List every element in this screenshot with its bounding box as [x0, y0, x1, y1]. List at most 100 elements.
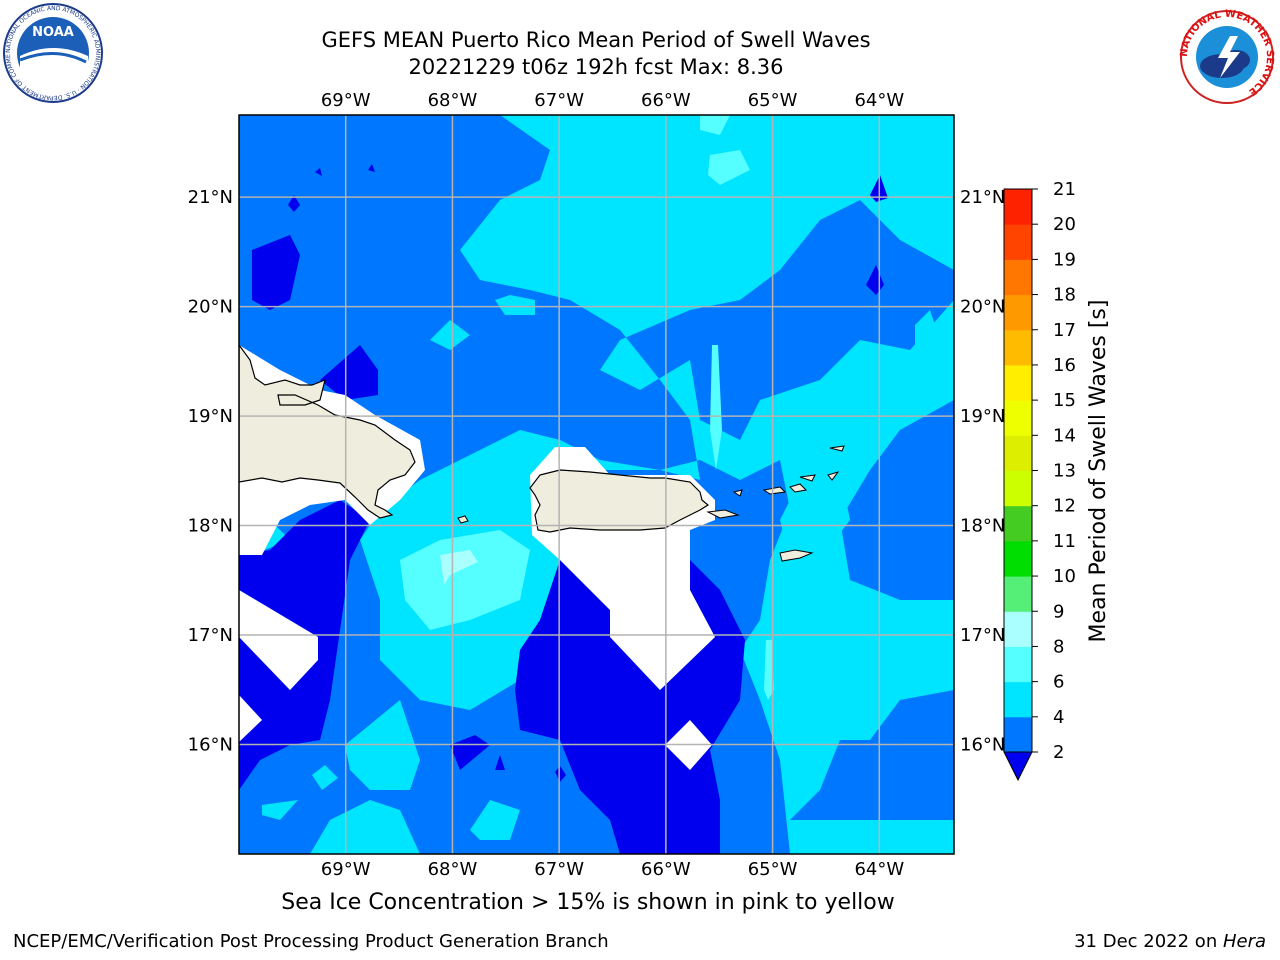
- land-bvi-2: [789, 483, 808, 493]
- map-gridlines: [239, 115, 954, 854]
- contour-4to6-patch3: [262, 800, 298, 820]
- lat-label-left: 17°N: [188, 625, 233, 646]
- colorbar-tick-label: 4: [1053, 707, 1064, 728]
- colorbar-segment: [1004, 470, 1032, 507]
- noaa-logo: NOAA NATIONAL OCEANIC AND ATMOSPHERIC AD…: [0, 0, 103, 103]
- map-frame: [238, 114, 955, 855]
- colorbar-tick-label: 8: [1053, 636, 1064, 657]
- colorbar-segment: [1004, 364, 1032, 401]
- colorbar-segment: [1004, 646, 1032, 683]
- land-bvi-1: [762, 486, 787, 495]
- colorbar-tick-label: 6: [1053, 672, 1064, 693]
- colorbar-under-extension: [1003, 751, 1033, 782]
- lon-label-top: 68°W: [428, 90, 478, 111]
- colorbar-tick-label: 14: [1053, 425, 1076, 446]
- contour-6to8-strip: [710, 345, 722, 470]
- lon-label-bottom: 67°W: [534, 859, 584, 880]
- map-subtitle-forecast: 20221229 t06z 192h fcst Max: 8.36: [408, 55, 784, 79]
- contour-4to6-bottom2: [470, 800, 520, 840]
- colorbar-tick-label: 9: [1053, 601, 1064, 622]
- lat-label-right: 19°N: [960, 406, 1005, 427]
- colorbar-tick-label: 11: [1053, 531, 1076, 552]
- lat-label-left: 16°N: [188, 735, 233, 756]
- lat-label-right: 17°N: [960, 625, 1005, 646]
- colorbar-tick-label: 17: [1053, 320, 1076, 341]
- lat-label-left: 19°N: [188, 406, 233, 427]
- land-hispaniola: [239, 343, 416, 519]
- lon-label-top: 66°W: [641, 90, 691, 111]
- contour-4to6-patch1: [430, 320, 470, 350]
- colorbar-tick-label: 21: [1053, 179, 1076, 200]
- lat-label-right: 21°N: [960, 187, 1005, 208]
- colorbar-tick-label: 2: [1053, 742, 1064, 763]
- contour-under2-south-patch2: [495, 755, 505, 770]
- contour-4to6-patch2: [495, 295, 535, 315]
- colorbar-segment: [1004, 224, 1032, 260]
- lon-label-top: 69°W: [321, 90, 371, 111]
- nodata-southwest: [239, 590, 318, 690]
- lon-label-bottom: 65°W: [748, 859, 798, 880]
- swell-period-field: [239, 115, 954, 854]
- contour-4to6-patch5: [815, 684, 828, 698]
- colorbar: 2 4 6 8 9 10 11 12 13 14 15 16 17 18 19 20 21: [1003, 179, 1076, 782]
- contour-under2-dot2: [315, 168, 322, 176]
- lon-label-bottom: 69°W: [321, 859, 371, 880]
- contour-4to6-north: [360, 115, 954, 854]
- contour-under2-south-patch3: [555, 766, 566, 782]
- contour-4to6-bottom: [310, 800, 420, 854]
- contour-under2-south-patch: [450, 735, 490, 770]
- land-puertorico: [529, 469, 710, 533]
- colorbar-tick-label: 12: [1053, 496, 1076, 517]
- colorbar-segment: [1004, 294, 1032, 331]
- colorbar-segment: [1004, 611, 1032, 647]
- lat-label-right: 16°N: [960, 735, 1005, 756]
- colorbar-segment: [1004, 259, 1032, 296]
- noaa-logo-text: NOAA: [32, 25, 74, 40]
- colorbar-tick-label: 19: [1053, 249, 1076, 270]
- contour-under2-central: [515, 560, 745, 854]
- contour-under2-northwest: [252, 235, 300, 310]
- contour-8to9-core: [440, 550, 478, 585]
- colorbar-tick-label: 18: [1053, 285, 1076, 306]
- lat-label-left: 18°N: [188, 516, 233, 537]
- colorbar-tick-label: 16: [1053, 355, 1076, 376]
- land-small-island-2: [732, 489, 743, 497]
- contour-under2-hispaniola: [320, 345, 378, 400]
- contour-6to8-north: [700, 115, 730, 135]
- lon-label-top: 67°W: [534, 90, 584, 111]
- lon-label-bottom: 64°W: [854, 859, 904, 880]
- footer-host: Hera: [1222, 931, 1266, 952]
- colorbar-tick-label: 10: [1053, 566, 1076, 587]
- contour-4to6-east: [780, 470, 850, 560]
- lat-label-left: 21°N: [188, 187, 233, 208]
- colorbar-segment: [1004, 400, 1032, 436]
- contour-4to6-patch6: [915, 310, 940, 365]
- nodata-southwest2: [239, 695, 262, 742]
- contour-6to8-south: [400, 530, 530, 630]
- contour-6to8-strip2: [764, 640, 774, 700]
- lat-label-left: 20°N: [188, 297, 233, 318]
- contour-under2-dot1: [288, 195, 300, 212]
- contour-4to6-patch4: [312, 765, 338, 790]
- colorbar-segment: [1004, 716, 1032, 753]
- lon-label-top: 64°W: [854, 90, 904, 111]
- colorbar-segment: [1004, 505, 1032, 542]
- contour-6to8-north2: [708, 150, 750, 185]
- colorbar-segment: [1004, 435, 1032, 471]
- contour-under2-southwest: [239, 500, 370, 790]
- colorbar-segment: [1004, 329, 1032, 366]
- colorbar-tick-label: 20: [1053, 214, 1076, 235]
- lat-label-right: 20°N: [960, 297, 1005, 318]
- colorbar-segment: [1004, 540, 1032, 577]
- lat-label-right: 18°N: [960, 516, 1005, 537]
- land-small-island-1: [457, 515, 469, 524]
- land-st-martin: [827, 471, 840, 481]
- lon-label-top: 65°W: [748, 90, 798, 111]
- footer-branch: NCEP/EMC/Verification Post Processing Pr…: [13, 931, 609, 952]
- lon-label-bottom: 66°W: [641, 859, 691, 880]
- colorbar-tick-label: 15: [1053, 390, 1076, 411]
- nws-logo: NATIONAL WEATHER SERVICE: [1179, 9, 1275, 104]
- map-title: GEFS MEAN Puerto Rico Mean Period of Swe…: [321, 28, 871, 52]
- land-anguilla: [829, 445, 845, 452]
